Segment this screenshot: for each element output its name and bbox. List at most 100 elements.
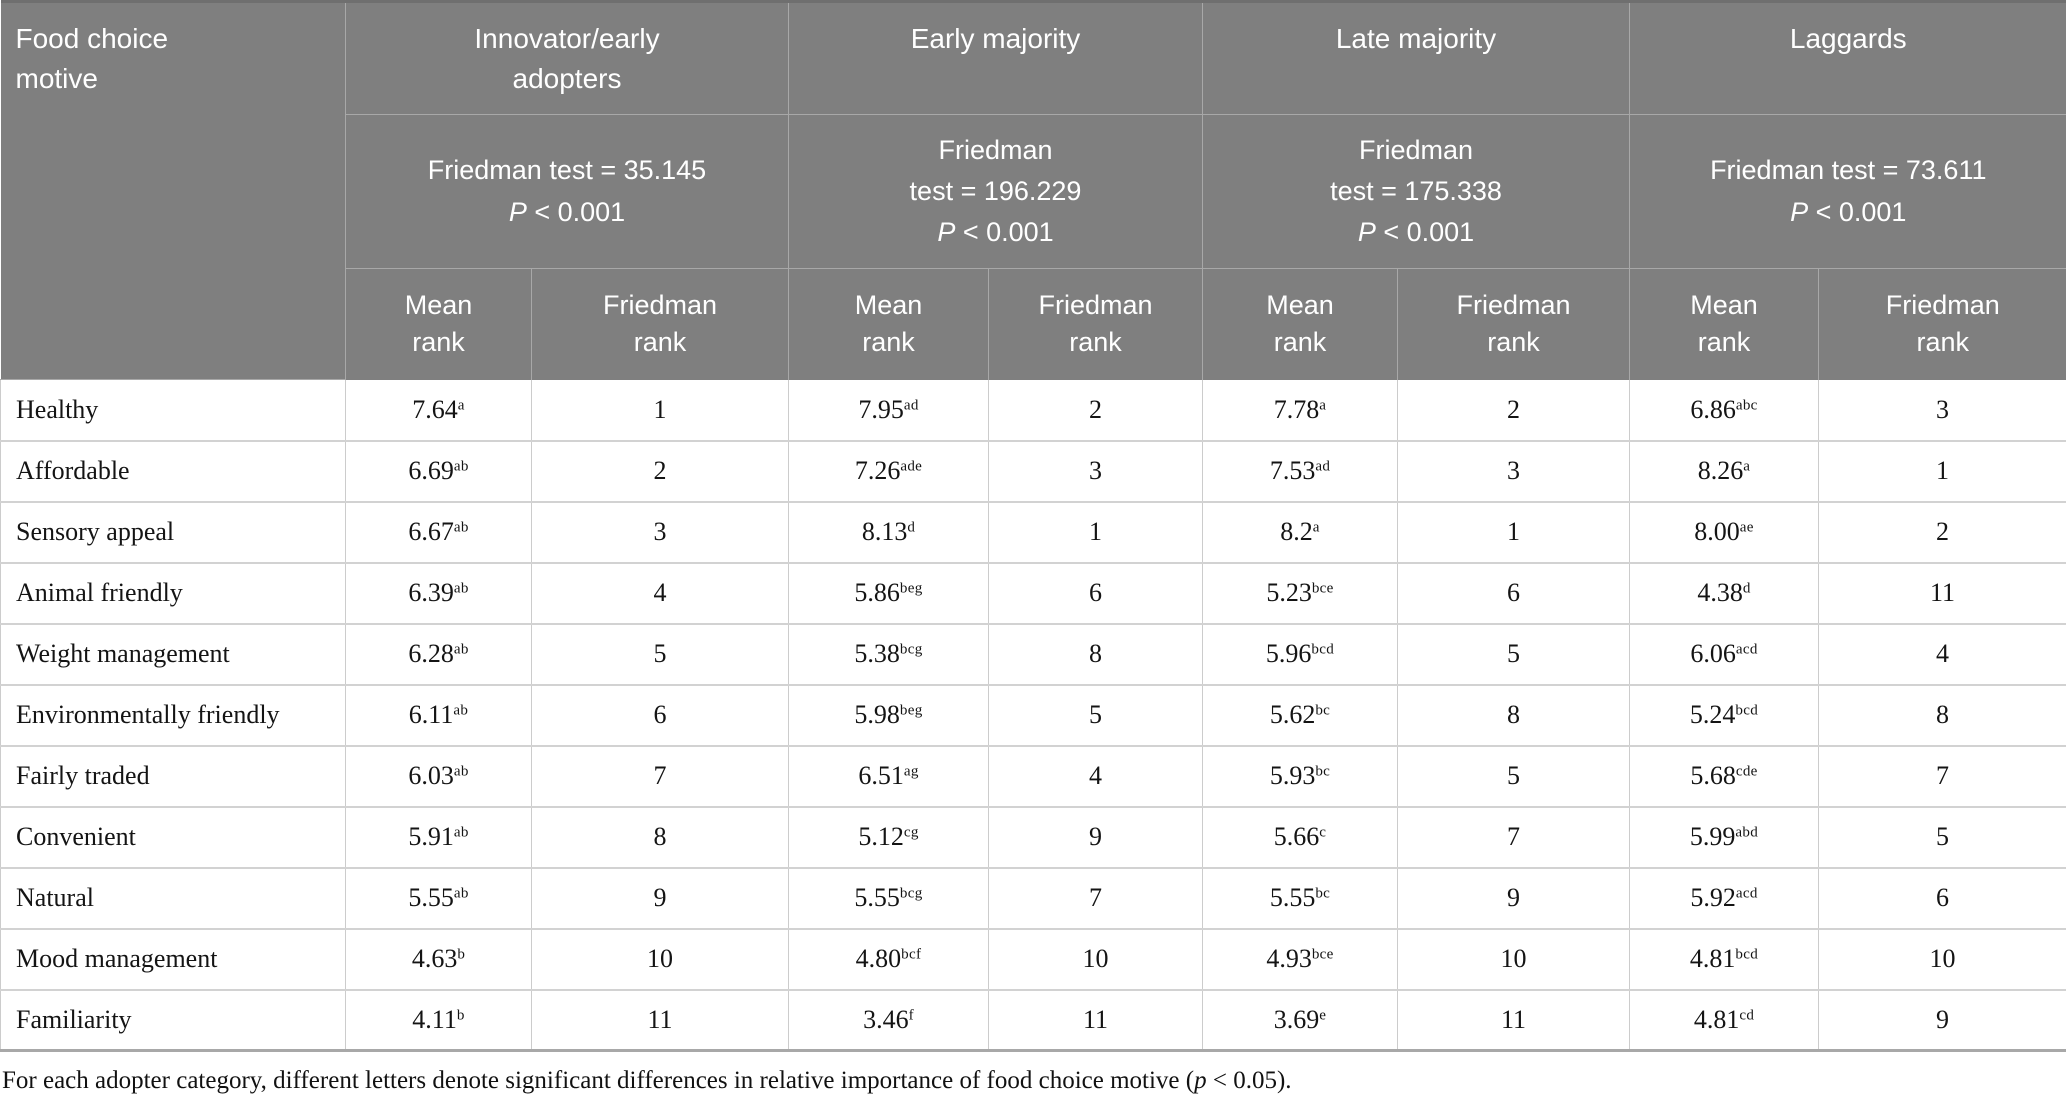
significance-letters: abd bbox=[1735, 824, 1759, 841]
mean-rank-cell: 6.11ab bbox=[345, 684, 532, 747]
table-row: Healthy 7.64a 1 7.95ad 2 7.78a 2 6.86abc 3 bbox=[0, 379, 2066, 442]
header-line: Innovator/early bbox=[474, 23, 660, 54]
friedman-rank-cell: 5 bbox=[1396, 745, 1631, 808]
significance-letters: ab bbox=[453, 580, 469, 597]
mean-rank-cell: 8.13d bbox=[788, 501, 989, 564]
table-row: Fairly traded 6.03ab 7 6.51ag 4 5.93bc 5 5.68cd… bbox=[0, 745, 2066, 808]
significance-letters: bc bbox=[1315, 885, 1331, 902]
table-row: Sensory appeal 6.67ab 3 8.13d 1 8.2a 1 8.00ae 2 bbox=[0, 501, 2066, 564]
friedman-rank-cell: 2 bbox=[531, 440, 789, 503]
mean-rank-cell: 6.03ab bbox=[345, 745, 532, 808]
mean-rank-header: Mean rank bbox=[1629, 268, 1820, 380]
significance-letters: abc bbox=[1735, 397, 1758, 414]
friedman-rank-cell: 9 bbox=[531, 867, 789, 930]
friedman-rank-cell: 6 bbox=[1818, 867, 2066, 930]
motive-cell: Environmentally friendly bbox=[0, 684, 346, 747]
stat-line: Friedman test = 35.145 bbox=[427, 155, 707, 186]
mean-rank-cell: 5.98beg bbox=[788, 684, 989, 747]
group-header-innovator-early-adopters: Innovator/early adopters bbox=[345, 1, 789, 115]
friedman-rank-cell: 7 bbox=[531, 745, 789, 808]
significance-letters: ab bbox=[453, 458, 469, 475]
significance-letters: cde bbox=[1735, 763, 1758, 780]
significance-letters: e bbox=[1319, 1007, 1327, 1024]
friedman-test-late-majority: Friedman test = 175.338 P < 0.001 bbox=[1201, 114, 1631, 269]
friedman-rank-cell: 7 bbox=[988, 867, 1203, 930]
friedman-rank-header: Friedman rank bbox=[531, 268, 789, 380]
header-line: Food choice bbox=[15, 23, 169, 54]
food-choice-motives-table: Food choice motive Innovator/early adopt… bbox=[0, 0, 2066, 1052]
header-line: Laggards bbox=[1789, 23, 1907, 54]
friedman-rank-cell: 10 bbox=[988, 928, 1203, 991]
motive-cell: Mood management bbox=[0, 928, 346, 991]
stat-line: Friedman bbox=[938, 134, 1053, 165]
friedman-rank-cell: 1 bbox=[988, 501, 1203, 564]
significance-letters: a bbox=[457, 397, 465, 414]
significance-letters: ad bbox=[903, 397, 919, 414]
mean-rank-cell: 5.66c bbox=[1202, 806, 1398, 869]
friedman-rank-cell: 4 bbox=[988, 745, 1203, 808]
mean-rank-cell: 6.86abc bbox=[1629, 379, 1820, 442]
mean-rank-cell: 3.46f bbox=[788, 989, 989, 1052]
significance-letters: ade bbox=[900, 458, 923, 475]
motive-cell: Healthy bbox=[0, 379, 346, 442]
mean-rank-cell: 4.38d bbox=[1629, 562, 1820, 625]
friedman-rank-cell: 9 bbox=[988, 806, 1203, 869]
table-row: Animal friendly 6.39ab 4 5.86beg 6 5.23bce 6 4.… bbox=[0, 562, 2066, 625]
group-header-laggards: Laggards bbox=[1629, 1, 2066, 115]
group-header-row: Food choice motive Innovator/early adopt… bbox=[0, 1, 2066, 380]
p-value-line: P < 0.001 bbox=[508, 196, 626, 227]
friedman-rank-cell: 1 bbox=[531, 379, 789, 442]
header-line: Early majority bbox=[910, 23, 1081, 54]
mean-rank-cell: 8.2a bbox=[1202, 501, 1398, 564]
mean-rank-cell: 4.81bcd bbox=[1629, 928, 1820, 991]
mean-rank-cell: 5.99abd bbox=[1629, 806, 1820, 869]
mean-rank-header: Mean rank bbox=[1202, 268, 1398, 380]
stat-line: test = 196.229 bbox=[909, 175, 1082, 206]
mean-rank-cell: 8.26a bbox=[1629, 440, 1820, 503]
table-header: Food choice motive Innovator/early adopt… bbox=[0, 1, 2066, 380]
significance-letters: beg bbox=[899, 702, 923, 719]
friedman-rank-header: Friedman rank bbox=[1396, 268, 1631, 380]
significance-letters: bcg bbox=[899, 885, 923, 902]
mean-rank-cell: 5.55ab bbox=[345, 867, 532, 930]
group-header-early-majority: Early majority bbox=[788, 1, 1203, 115]
significance-letters: ab bbox=[453, 763, 469, 780]
mean-rank-cell: 4.80bcf bbox=[788, 928, 989, 991]
friedman-rank-cell: 8 bbox=[988, 623, 1203, 686]
friedman-rank-cell: 10 bbox=[531, 928, 789, 991]
significance-letters: acd bbox=[1735, 885, 1758, 902]
friedman-rank-cell: 6 bbox=[988, 562, 1203, 625]
friedman-rank-cell: 11 bbox=[1396, 989, 1631, 1052]
p-value-line: P < 0.001 bbox=[1790, 196, 1907, 227]
significance-letters: a bbox=[1319, 397, 1327, 414]
friedman-rank-cell: 10 bbox=[1818, 928, 2066, 991]
significance-letters: bcg bbox=[899, 641, 923, 658]
significance-letters: d bbox=[1742, 580, 1751, 597]
table-row: Mood management 4.63b 10 4.80bcf 10 4.93bce 10… bbox=[0, 928, 2066, 991]
mean-rank-cell: 6.28ab bbox=[345, 623, 532, 686]
table-row: Convenient 5.91ab 8 5.12cg 9 5.66c 7 5.99abd 5 bbox=[0, 806, 2066, 869]
friedman-rank-cell: 11 bbox=[988, 989, 1203, 1052]
mean-rank-cell: 8.00ae bbox=[1629, 501, 1820, 564]
significance-letters: ab bbox=[453, 641, 469, 658]
significance-letters: b bbox=[457, 946, 466, 963]
mean-rank-cell: 7.26ade bbox=[788, 440, 989, 503]
motive-cell: Familiarity bbox=[0, 989, 346, 1052]
significance-letters: bcf bbox=[901, 946, 922, 963]
column-header-food-choice-motive: Food choice motive bbox=[0, 1, 346, 380]
friedman-rank-cell: 6 bbox=[531, 684, 789, 747]
significance-letters: ab bbox=[453, 519, 469, 536]
mean-rank-cell: 5.12cg bbox=[788, 806, 989, 869]
mean-rank-cell: 5.55bc bbox=[1202, 867, 1398, 930]
table-row: Affordable 6.69ab 2 7.26ade 3 7.53ad 3 8.26a 1 bbox=[0, 440, 2066, 503]
mean-rank-cell: 4.93bce bbox=[1202, 928, 1398, 991]
table-footnote: For each adopter category, different let… bbox=[2, 1067, 1292, 1094]
significance-letters: b bbox=[456, 1007, 465, 1024]
significance-letters: bcd bbox=[1311, 641, 1335, 658]
friedman-test-early-majority: Friedman test = 196.229 P < 0.001 bbox=[788, 114, 1203, 269]
mean-rank-cell: 7.64a bbox=[345, 379, 532, 442]
stat-line: test = 175.338 bbox=[1330, 175, 1502, 206]
friedman-rank-cell: 11 bbox=[1818, 562, 2066, 625]
motive-cell: Fairly traded bbox=[0, 745, 346, 808]
motive-cell: Sensory appeal bbox=[0, 501, 346, 564]
